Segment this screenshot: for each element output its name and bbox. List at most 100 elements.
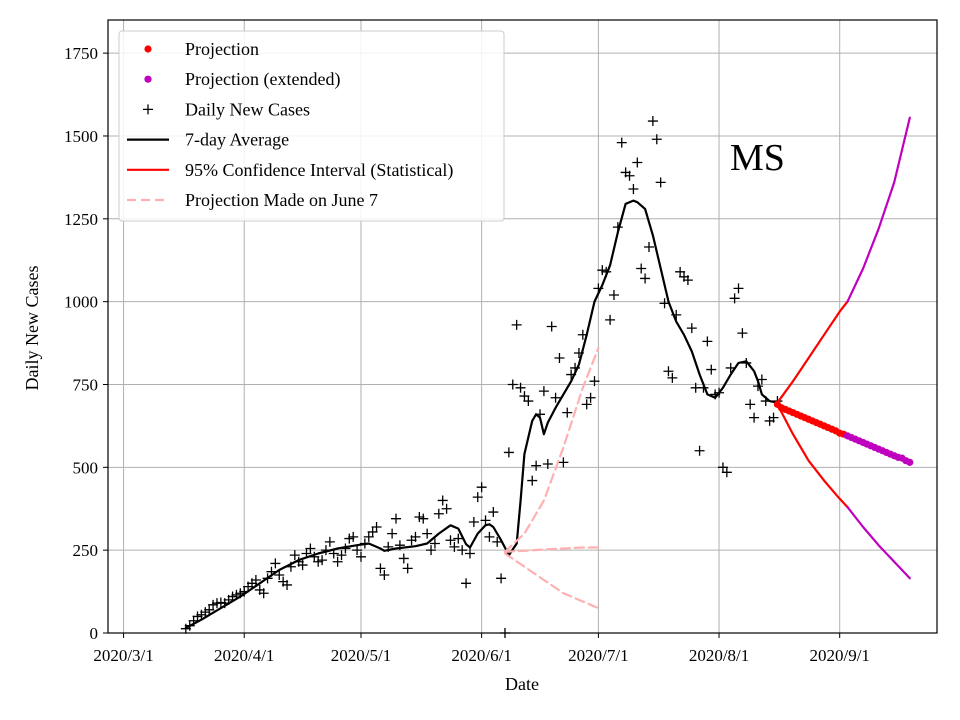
legend-item-projection: Projection	[144, 39, 259, 59]
daily-new-cases-marker	[480, 515, 491, 526]
daily-new-cases-marker	[258, 588, 269, 599]
tick-layer: 2020/3/1 2020/4/1 2020/5/1 2020/6/1 2020/7/1…	[64, 44, 870, 665]
daily-new-cases-marker	[445, 535, 456, 546]
y-tick-label: 1500	[64, 127, 98, 146]
daily-new-cases-marker	[418, 513, 429, 524]
daily-new-cases-marker	[461, 578, 472, 589]
legend-label: Projection (extended)	[185, 69, 340, 90]
daily-new-cases-marker	[410, 531, 421, 542]
daily-new-cases-marker	[274, 570, 285, 581]
daily-new-cases-marker	[538, 386, 549, 397]
x-tick-label: 2020/5/1	[331, 646, 391, 665]
legend-label: 7-day Average	[185, 130, 289, 150]
legend-item-7-day-average: 7-day Average	[127, 130, 289, 150]
legend-swatch-dot	[144, 75, 152, 83]
daily-new-cases-marker	[476, 482, 487, 493]
daily-new-cases-marker	[702, 336, 713, 347]
daily-new-cases-marker	[706, 364, 717, 375]
daily-new-cases-marker	[352, 545, 363, 556]
x-tick-label: 2020/9/1	[809, 646, 869, 665]
daily-new-cases-marker	[686, 323, 697, 334]
daily-new-cases-marker	[628, 183, 639, 194]
daily-new-cases-marker	[655, 177, 666, 188]
daily-new-cases-marker	[398, 553, 409, 564]
daily-new-cases-marker	[387, 528, 398, 539]
daily-new-cases-marker	[562, 407, 573, 418]
daily-new-cases-marker	[589, 376, 600, 387]
daily-new-cases-marker	[554, 352, 565, 363]
daily-new-cases-marker	[426, 545, 437, 556]
7-day-average-line	[184, 199, 779, 630]
legend-label: Projection Made on June 7	[185, 190, 378, 210]
daily-new-cases-marker	[531, 460, 542, 471]
june-7-projection-upper-line	[503, 346, 600, 553]
daily-new-cases-marker	[616, 137, 627, 148]
daily-new-cases-marker	[605, 314, 616, 325]
daily-new-cases-marker	[507, 379, 518, 390]
daily-new-cases-marker	[332, 556, 343, 567]
june-7-projection-central-line	[503, 546, 600, 553]
daily-new-cases-marker	[550, 392, 561, 403]
daily-new-cases-marker	[422, 528, 433, 539]
daily-new-cases-marker	[503, 447, 514, 458]
series-layer	[180, 116, 914, 638]
daily-new-cases-marker	[721, 467, 732, 478]
y-tick-label: 1750	[64, 44, 98, 63]
grid-layer	[108, 20, 937, 634]
daily-new-cases-marker	[737, 328, 748, 339]
legend-label: 95% Confidence Interval (Statistical)	[185, 160, 453, 181]
y-axis-label: Daily New Cases	[22, 266, 42, 391]
y-tick-label: 1250	[64, 210, 98, 229]
daily-new-cases-marker	[643, 241, 654, 252]
daily-new-cases-marker	[317, 555, 328, 566]
daily-new-cases-marker	[745, 399, 756, 410]
daily-new-cases-marker	[282, 579, 293, 590]
daily-new-cases-marker	[663, 366, 674, 377]
95-ci-upper-line	[776, 300, 849, 404]
daily-new-cases-marker	[270, 558, 281, 569]
legend-box	[118, 30, 505, 222]
daily-new-cases-marker	[651, 134, 662, 145]
daily-new-cases-marker	[433, 508, 444, 519]
95-ci-lower-extended-line	[846, 506, 911, 580]
daily-new-cases-marker	[324, 536, 335, 547]
daily-new-cases-marker	[581, 399, 592, 410]
plot-frame	[107, 19, 938, 634]
daily-new-cases-marker	[647, 116, 658, 127]
daily-new-cases-marker	[694, 445, 705, 456]
daily-new-cases-marker	[371, 521, 382, 532]
legend-item-projection-extended: Projection (extended)	[144, 69, 340, 90]
daily-new-cases-marker	[542, 459, 553, 470]
daily-new-cases-marker	[729, 293, 740, 304]
daily-new-cases-marker	[437, 495, 448, 506]
daily-new-cases-marker	[464, 548, 475, 559]
legend-item-95-confidence-interval-statistical: 95% Confidence Interval (Statistical)	[127, 160, 453, 181]
x-tick-label: 2020/8/1	[689, 646, 749, 665]
daily-new-cases-marker	[375, 563, 386, 574]
daily-new-cases-marker	[756, 374, 767, 385]
daily-new-cases-marker	[457, 545, 468, 556]
daily-new-cases-marker	[250, 574, 261, 585]
daily-new-cases-marker	[667, 372, 678, 383]
daily-new-cases-marker	[768, 412, 779, 423]
legend-swatch-plus	[143, 104, 153, 115]
daily-new-cases-marker	[523, 396, 534, 407]
daily-new-cases-marker	[585, 392, 596, 403]
daily-new-cases-marker	[449, 541, 460, 552]
legend-item-daily-new-cases: Daily New Cases	[143, 99, 310, 119]
daily-new-cases-marker	[640, 273, 651, 284]
daily-new-cases-marker	[289, 550, 300, 561]
y-tick-label: 500	[73, 458, 99, 477]
daily-new-cases-marker	[348, 531, 359, 542]
95-ci-lower-line	[776, 403, 849, 509]
legend-swatch-dot	[144, 45, 152, 53]
daily-new-cases-marker	[441, 503, 452, 514]
daily-new-cases-marker	[305, 543, 316, 554]
daily-new-cases-marker	[496, 573, 507, 584]
legend: Projection Projection (extended) Daily New…	[118, 30, 505, 222]
daily-new-cases-marker	[608, 290, 619, 301]
june-7-projection-lower-line	[503, 552, 600, 610]
daily-new-cases-marker	[733, 283, 744, 294]
x-axis-label: Date	[505, 674, 539, 694]
